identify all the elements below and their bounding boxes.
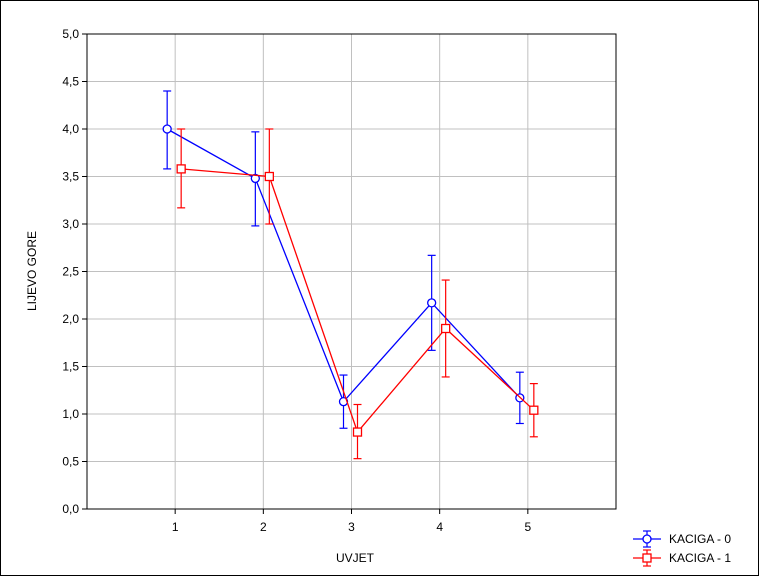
data-point xyxy=(176,164,186,174)
y-tick-label: 5,0 xyxy=(62,27,79,41)
y-tick-label: 2,5 xyxy=(62,265,79,279)
y-tick-label: 1,5 xyxy=(62,360,79,374)
y-tick-label: 0,0 xyxy=(62,502,79,516)
y-axis-ticks: 0,0 0,5 1,0 1,5 2,0 2,5 3,0 3,5 4,0 4,5 5,0 xyxy=(62,27,87,516)
data-point xyxy=(529,405,539,415)
x-tick-label: 4 xyxy=(436,520,443,534)
y-tick-label: 2,0 xyxy=(62,312,79,326)
data-point xyxy=(427,298,437,308)
y-tick-label: 4,5 xyxy=(62,75,79,89)
legend: KACIGA - 0 KACIGA - 1 xyxy=(633,530,731,567)
series-layer xyxy=(162,90,539,460)
legend-item: KACIGA - 0 xyxy=(633,530,731,548)
y-tick-label: 1,0 xyxy=(62,407,79,421)
legend-marker xyxy=(642,553,652,563)
y-tick-label: 3,0 xyxy=(62,217,79,231)
y-axis-label: LIJEVO GORE xyxy=(25,231,39,311)
x-tick-label: 2 xyxy=(260,520,267,534)
legend-label: KACIGA - 0 xyxy=(669,532,731,546)
y-tick-label: 0,5 xyxy=(62,455,79,469)
data-point xyxy=(441,323,451,334)
data-point xyxy=(250,173,260,184)
x-tick-label: 3 xyxy=(348,520,355,534)
y-tick-label: 3,5 xyxy=(62,170,79,184)
grid-lines xyxy=(87,34,616,509)
series-2 xyxy=(176,128,539,460)
x-axis-ticks: 1 2 3 4 5 xyxy=(172,509,531,534)
data-point xyxy=(264,171,274,182)
legend-item: KACIGA - 1 xyxy=(633,549,731,567)
y-tick-label: 4,0 xyxy=(62,122,79,136)
x-axis-label: UVJET xyxy=(336,551,375,565)
legend-marker xyxy=(642,534,652,544)
x-tick-label: 1 xyxy=(172,520,179,534)
data-point xyxy=(352,427,363,437)
x-tick-label: 5 xyxy=(524,520,531,534)
legend-label: KACIGA - 1 xyxy=(669,551,731,565)
data-point xyxy=(162,124,172,134)
